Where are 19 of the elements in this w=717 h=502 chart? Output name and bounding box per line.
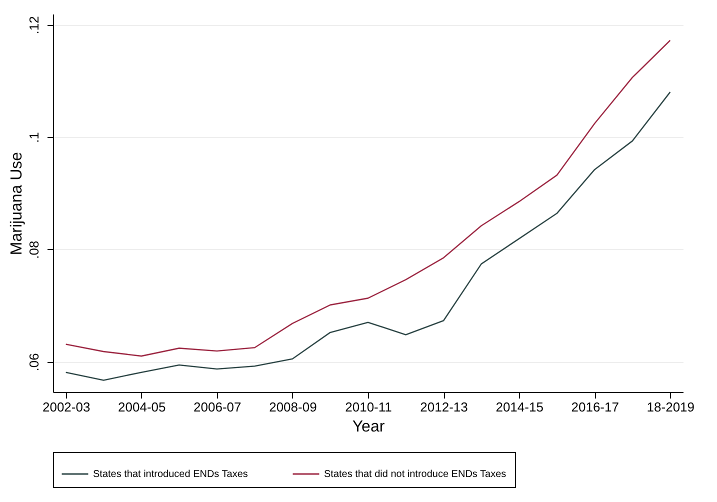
x-tick-label: 18-2019 [646,400,695,414]
legend-label: States that did not introduce ENDs Taxes [324,469,506,480]
x-axis-title: Year [352,418,386,436]
line-series [65,40,671,357]
x-tick-label: 2002-03 [42,400,90,414]
x-tick-label: 2010-11 [345,400,392,414]
x-tick-label: 2014-15 [496,400,544,414]
line-series [65,91,671,381]
legend-label: States that introduced ENDs Taxes [93,469,248,480]
y-axis-title: Marijuana Use [8,152,26,256]
x-tick-label: 2012-13 [420,400,468,414]
x-tick-label: 2008-09 [269,400,317,414]
y-tick-label: .06 [26,353,42,372]
y-tick-label: .12 [26,16,42,34]
x-tick-label: 2016-17 [571,400,619,414]
y-tick-label: .1 [26,132,42,143]
y-tick-label: .08 [26,240,42,259]
x-tick-label: 2006-07 [194,400,242,414]
x-tick-label: 2004-05 [118,400,166,414]
